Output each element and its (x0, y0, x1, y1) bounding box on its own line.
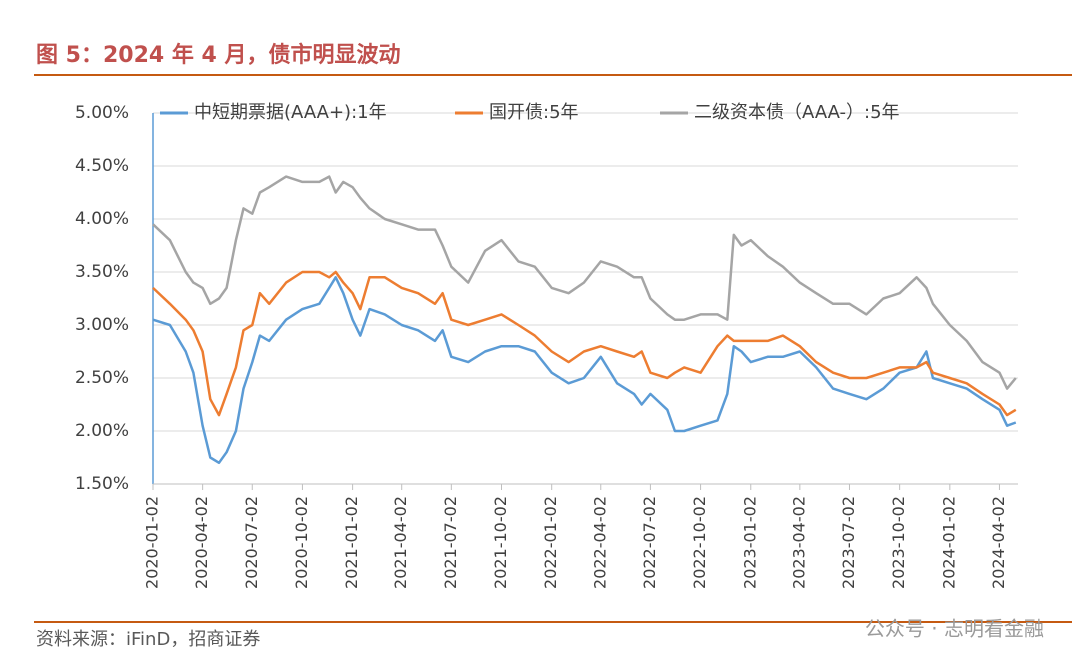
x-tick-label: 2024-04-02 (989, 496, 1008, 589)
x-tick-label: 2020-04-02 (192, 496, 211, 589)
x-tick-label: 2021-01-02 (342, 496, 361, 589)
legend-label: 国开债:5年 (489, 102, 579, 123)
watermark: 公众号 · 志明看金融 (865, 617, 1044, 641)
y-tick-label: 2.00% (75, 421, 129, 441)
x-tick-label: 2021-04-02 (391, 496, 410, 589)
y-tick-label: 4.00% (75, 209, 129, 229)
x-tick-label: 2023-10-02 (889, 496, 908, 589)
y-tick-label: 1.50% (75, 474, 129, 494)
x-tick-label: 2022-01-02 (541, 496, 560, 589)
series-line (152, 270, 1017, 417)
y-tick-label: 2.50% (75, 368, 129, 388)
legend-label: 中短期票据(AAA+):1年 (194, 102, 387, 123)
x-tick-label: 2020-07-02 (242, 496, 261, 589)
x-tick-label: 2023-01-02 (740, 496, 759, 589)
x-tick-label: 2022-04-02 (590, 496, 609, 589)
legend-label: 二级资本债（AAA-）:5年 (694, 102, 900, 123)
x-tick-label: 2023-04-02 (789, 496, 808, 589)
x-tick-label: 2022-07-02 (640, 496, 659, 589)
y-tick-label: 3.00% (75, 315, 129, 335)
series-line (152, 276, 1017, 465)
figure-title: 图 5：2024 年 4 月，债市明显波动 (36, 42, 400, 68)
series-line (152, 175, 1017, 390)
x-tick-label: 2022-10-02 (690, 496, 709, 589)
x-tick-label: 2023-07-02 (839, 496, 858, 589)
x-tick-label: 2020-10-02 (292, 496, 311, 589)
source: 资料来源：iFinD，招商证券 (36, 629, 260, 650)
x-tick-label: 2021-07-02 (441, 496, 460, 589)
x-tick-label: 2021-10-02 (491, 496, 510, 589)
x-tick-label: 2024-01-02 (939, 496, 958, 589)
y-tick-label: 4.50% (75, 156, 129, 176)
y-tick-label: 3.50% (75, 262, 129, 282)
y-tick-label: 5.00% (75, 103, 129, 123)
x-tick-label: 2020-01-02 (143, 496, 162, 589)
